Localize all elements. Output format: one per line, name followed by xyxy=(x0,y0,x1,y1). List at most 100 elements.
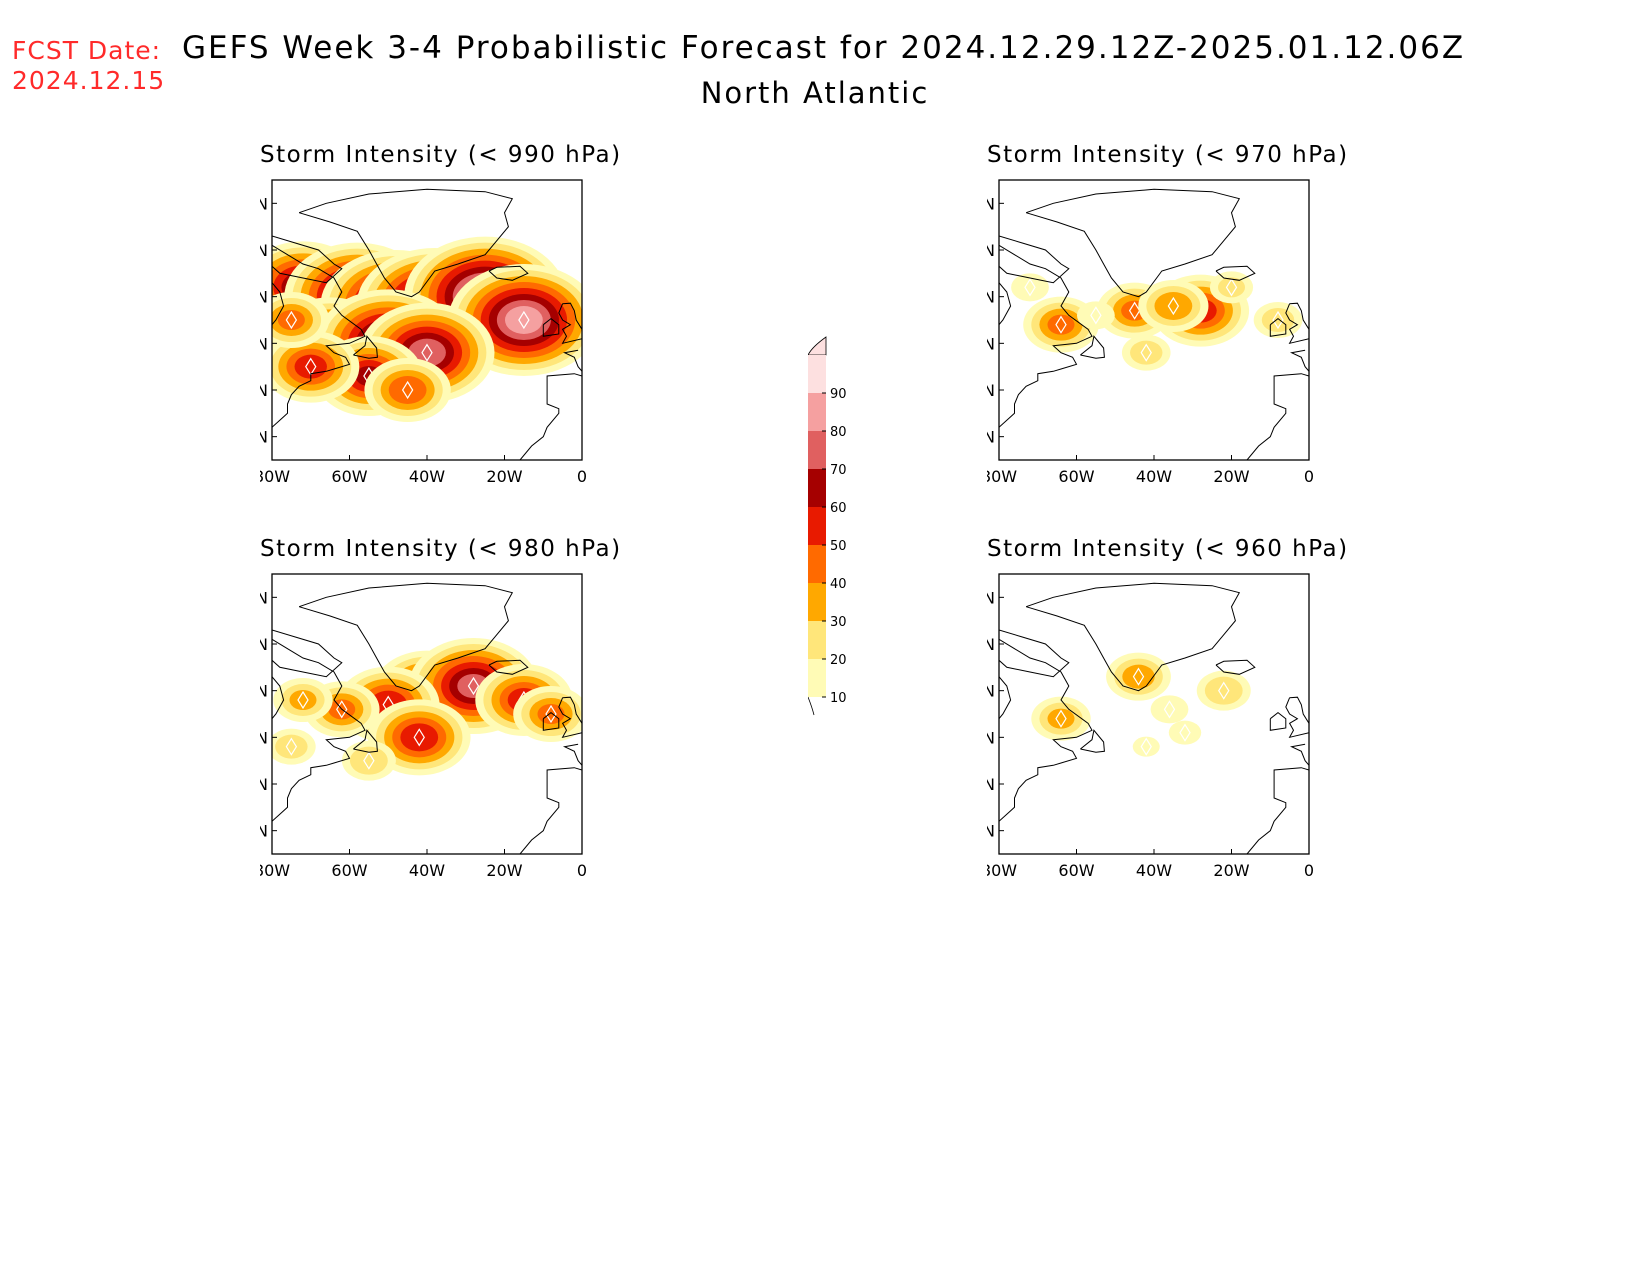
coastline xyxy=(1215,265,1256,281)
lat-tick-label: 40N xyxy=(987,381,995,400)
prob-peak xyxy=(285,310,298,330)
coastline xyxy=(272,638,366,822)
colorbar-label: 10 xyxy=(830,691,847,706)
coastline xyxy=(488,265,529,281)
lat-tick-label: 70N xyxy=(260,241,268,260)
forecast-date-label: FCST Date: 2024.12.15 xyxy=(12,36,165,96)
prob-peak xyxy=(467,676,480,696)
coastline xyxy=(519,373,582,460)
map-panel-980: Storm Intensity (< 980 hPa) 80N 70N 60N 50N… xyxy=(260,536,680,926)
lon-tick-label: 20W xyxy=(486,861,522,880)
prob-peak xyxy=(1055,709,1067,728)
coastline xyxy=(1285,302,1309,345)
prob-peak xyxy=(1163,700,1176,719)
lon-tick-label: 80W xyxy=(260,467,290,486)
lat-tick-label: 60N xyxy=(987,682,995,701)
coastline xyxy=(999,235,1070,284)
colorbar-segment xyxy=(808,583,826,621)
coastline xyxy=(999,676,1012,720)
lat-tick-label: 80N xyxy=(987,194,995,213)
coastline xyxy=(272,235,343,284)
colorbar-label: 70 xyxy=(830,463,847,478)
map-panel-990: Storm Intensity (< 990 hPa) 80N 70N 60N 50N… xyxy=(260,142,680,532)
lon-tick-label: 40W xyxy=(409,467,445,486)
lat-tick-label: 30N xyxy=(987,822,995,841)
colorbar-segment xyxy=(808,469,826,507)
lon-tick-label: 80W xyxy=(260,861,290,880)
coastlines xyxy=(272,188,582,460)
lon-tick-label: 60W xyxy=(331,861,367,880)
lat-tick-label: 60N xyxy=(260,288,268,307)
coastline xyxy=(562,349,582,372)
prob-peak xyxy=(1024,278,1036,297)
coastlines xyxy=(999,582,1309,854)
prob-peak xyxy=(518,310,530,330)
lat-tick-label: 40N xyxy=(987,775,995,794)
lat-tick-label: 80N xyxy=(260,588,268,607)
lat-tick-label: 80N xyxy=(987,588,995,607)
coastline xyxy=(558,696,582,739)
colorbar-segment xyxy=(808,355,826,393)
probability-field xyxy=(272,236,582,422)
lon-tick-label: 60W xyxy=(331,467,367,486)
lon-tick-label: 20W xyxy=(1213,467,1249,486)
lon-tick-label: 0 xyxy=(577,467,587,486)
coastline xyxy=(1285,696,1309,739)
coastline xyxy=(488,659,529,675)
coastline xyxy=(999,244,1093,428)
prob-peak xyxy=(297,690,309,710)
coastline xyxy=(353,729,378,753)
coastline xyxy=(353,335,378,359)
prob-peak xyxy=(1055,315,1067,334)
coastline xyxy=(999,282,1012,326)
coastline xyxy=(272,244,366,428)
panel-title: Storm Intensity (< 990 hPa) xyxy=(260,142,622,168)
prob-peak xyxy=(363,751,375,770)
colorbar-label: 20 xyxy=(830,653,847,668)
prob-peak xyxy=(285,737,298,756)
coastline xyxy=(1289,743,1309,766)
prob-peak xyxy=(1132,667,1145,686)
coastline xyxy=(542,317,560,337)
lat-tick-label: 50N xyxy=(260,728,268,747)
lon-tick-label: 60W xyxy=(1058,467,1094,486)
coastline xyxy=(542,711,560,731)
prob-peak xyxy=(545,704,557,724)
coastline xyxy=(298,188,514,298)
colorbar-label: 90 xyxy=(830,387,847,402)
map-panel-960: Storm Intensity (< 960 hPa) 80N 70N 60N 50N… xyxy=(987,536,1407,926)
colorbar-label: 40 xyxy=(830,577,847,592)
region-subtitle: North Atlantic xyxy=(0,76,1650,110)
coastline xyxy=(999,638,1093,822)
coastline xyxy=(1025,582,1241,692)
lat-tick-label: 30N xyxy=(260,428,268,447)
prob-peak xyxy=(1128,301,1141,320)
colorbar-segment xyxy=(808,545,826,583)
probability-field xyxy=(1011,271,1303,371)
lat-tick-label: 60N xyxy=(987,288,995,307)
lon-tick-label: 80W xyxy=(987,467,1017,486)
colorbar-segment xyxy=(808,621,826,659)
coastline xyxy=(272,676,285,720)
colorbar-label: 30 xyxy=(830,615,847,630)
lon-tick-label: 20W xyxy=(486,467,522,486)
lat-tick-label: 50N xyxy=(987,728,995,747)
coastline xyxy=(1215,659,1256,675)
lon-tick-label: 20W xyxy=(1213,861,1249,880)
probability-colorbar: 90 80 70 60 50 40 30 20 10 xyxy=(808,336,847,716)
lon-tick-label: 0 xyxy=(577,861,587,880)
lon-tick-label: 0 xyxy=(1304,861,1314,880)
fcst-date-caption: FCST Date: xyxy=(12,36,162,65)
coastline xyxy=(999,629,1070,678)
probability-field xyxy=(1031,652,1251,757)
coastline xyxy=(1246,373,1309,460)
lon-tick-label: 40W xyxy=(409,861,445,880)
prob-peak xyxy=(1140,737,1152,756)
lat-tick-label: 50N xyxy=(987,334,995,353)
lat-tick-label: 30N xyxy=(987,428,995,447)
lon-tick-label: 40W xyxy=(1136,861,1172,880)
coastline xyxy=(1025,188,1241,298)
lon-tick-label: 60W xyxy=(1058,861,1094,880)
panel-title: Storm Intensity (< 970 hPa) xyxy=(987,142,1349,168)
page-title: GEFS Week 3-4 Probabilistic Forecast for… xyxy=(182,30,1466,66)
